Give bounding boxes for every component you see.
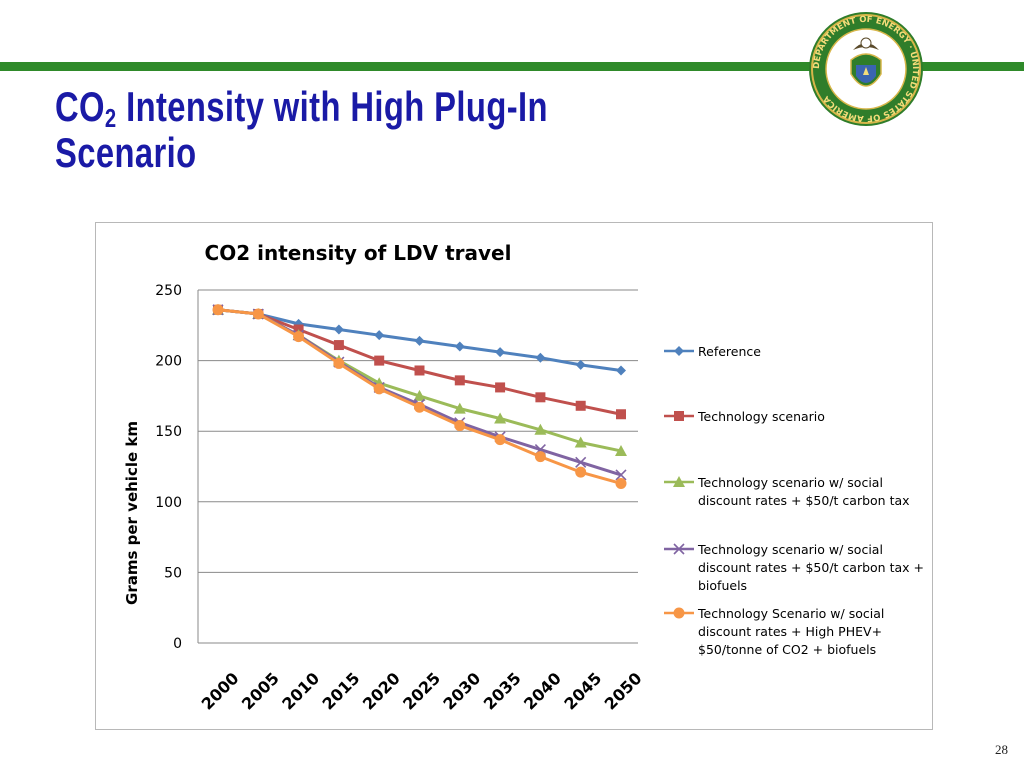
data-point: [414, 365, 425, 376]
title-subscript-2: 2: [104, 103, 117, 133]
legend-swatch-marker: [673, 607, 685, 619]
series-4: [212, 304, 627, 489]
data-point: [414, 401, 425, 413]
legend-label: discount rates + $50/t carbon tax +: [698, 560, 924, 575]
y-tick-label: 100: [155, 495, 182, 511]
data-point: [333, 357, 345, 369]
data-point: [616, 365, 626, 376]
y-tick-label: 200: [155, 354, 182, 370]
legend-label: Technology scenario w/ social: [697, 475, 883, 490]
data-point: [574, 436, 587, 448]
y-tick-label: 250: [155, 283, 182, 299]
data-point: [333, 340, 344, 351]
legend-label: Technology scenario w/ social: [697, 542, 883, 557]
legend: Reference Technology scenario Technology s…: [664, 344, 924, 657]
slide-title: CO2 Intensity with High Plug-In Scenario: [55, 84, 548, 176]
data-point: [534, 451, 546, 463]
data-point: [534, 423, 547, 435]
data-point: [454, 341, 465, 352]
x-tick-label: 2045: [560, 669, 605, 714]
y-tick-label: 150: [155, 424, 182, 440]
title-line2: Scenario: [55, 129, 197, 176]
x-tick-label: 2050: [601, 669, 646, 714]
doe-seal-logo: DEPARTMENT OF ENERGY · UNITED STATES OF …: [809, 12, 923, 126]
data-point: [494, 412, 507, 424]
data-point: [212, 304, 224, 316]
data-point: [495, 347, 506, 358]
data-point: [535, 352, 546, 363]
data-point: [535, 392, 546, 403]
x-tick-label: 2020: [359, 669, 404, 714]
legend-entry-1: Technology scenario: [664, 409, 825, 424]
legend-label: discount rates + High PHEV+: [698, 624, 882, 639]
chart-frame: CO2 intensity of LDV travel Grams per ve…: [95, 222, 933, 730]
y-tick-labels: 0 50 100 150 200 250: [155, 283, 182, 652]
data-point: [454, 375, 465, 386]
series-2: [212, 303, 627, 456]
legend-entry-3: Technology scenario w/ social discount ra…: [664, 542, 924, 593]
legend-swatch-marker: [673, 476, 685, 487]
data-point: [575, 456, 587, 468]
x-tick-label: 2035: [480, 669, 525, 714]
y-axis-label: Grams per vehicle km: [123, 421, 141, 605]
legend-label: Reference: [698, 344, 761, 359]
data-point: [454, 420, 466, 432]
series-lines: [212, 303, 627, 489]
x-tick-label: 2000: [198, 669, 243, 714]
seal-gold-ring: [811, 14, 921, 124]
data-point: [615, 444, 627, 456]
data-point: [413, 389, 426, 401]
x-tick-label: 2015: [319, 669, 364, 714]
data-point: [374, 355, 385, 366]
data-point: [252, 308, 264, 320]
legend-entry-4: Technology Scenario w/ social discount ra…: [664, 606, 884, 657]
x-tick-label: 2010: [278, 669, 323, 714]
series-line: [217, 308, 622, 453]
legend-swatch-marker: [674, 411, 684, 421]
data-point: [374, 330, 385, 341]
legend-swatch-marker: [674, 346, 684, 356]
data-point: [615, 477, 627, 489]
page-number: 28: [995, 742, 1008, 757]
x-tick-label: 2030: [439, 669, 484, 714]
seal-eagle-head: [860, 37, 872, 49]
data-point: [494, 434, 506, 446]
x-tick-labels: 2000200520102015202020252030203520402045…: [198, 669, 646, 714]
y-tick-label: 50: [164, 565, 182, 581]
data-point: [575, 359, 586, 370]
gridlines: [197, 289, 638, 644]
data-point: [373, 383, 385, 395]
data-point: [414, 335, 425, 346]
header-green-rule: [0, 62, 1024, 71]
x-tick-label: 2005: [238, 669, 283, 714]
data-point: [616, 409, 626, 420]
legend-entry-0: Reference: [664, 344, 761, 359]
title-co-text: CO: [55, 83, 105, 130]
legend-label: discount rates + $50/t carbon tax: [698, 493, 910, 508]
y-tick-label: 0: [173, 636, 182, 652]
data-point: [575, 466, 587, 478]
data-point: [495, 382, 506, 393]
seal-atom-mark: [863, 67, 869, 75]
title-line1-rest: Intensity with High Plug-In: [116, 83, 548, 130]
data-point: [453, 402, 466, 414]
legend-label: Technology scenario: [697, 409, 825, 424]
co2-intensity-chart: CO2 intensity of LDV travel Grams per ve…: [123, 241, 924, 714]
legend-label: biofuels: [698, 578, 747, 593]
legend-label: $50/tonne of CO2 + biofuels: [698, 642, 876, 657]
data-point: [293, 331, 305, 343]
series-0: [213, 304, 626, 376]
legend-swatch-marker: [673, 543, 685, 555]
legend-label: Technology Scenario w/ social: [697, 606, 884, 621]
data-point: [615, 469, 627, 481]
data-point: [333, 324, 344, 335]
data-point: [575, 400, 586, 411]
x-tick-label: 2040: [520, 669, 565, 714]
chart-title: CO2 intensity of LDV travel: [205, 241, 512, 265]
x-tick-label: 2025: [399, 669, 444, 714]
legend-entry-2: Technology scenario w/ social discount ra…: [664, 475, 910, 508]
